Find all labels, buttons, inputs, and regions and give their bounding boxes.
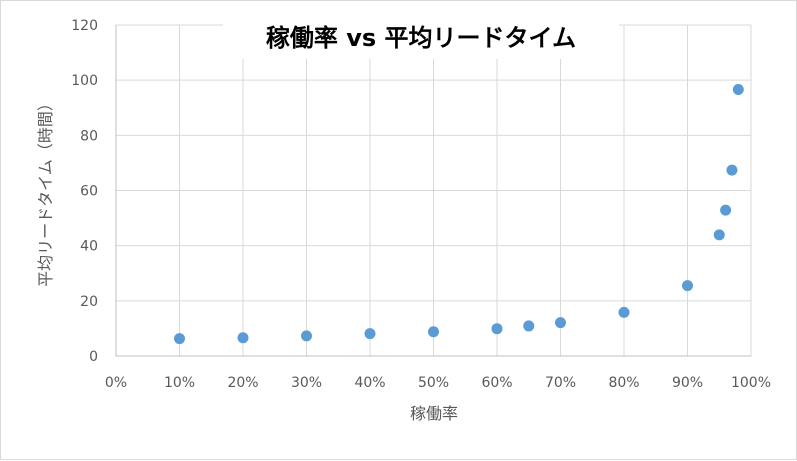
x-tick-label: 30% — [291, 375, 322, 391]
gridlines — [116, 24, 752, 356]
x-tick-label: 40% — [354, 375, 385, 391]
x-tick-label: 90% — [672, 375, 703, 391]
data-point — [174, 333, 185, 345]
x-tick-labels: 0% 10% 20% 30% 40% 50% 60% 70% 80% 90% 100% — [105, 375, 771, 391]
y-tick-labels: 0 20 40 60 80 100 120 — [71, 18, 98, 365]
data-point — [713, 229, 725, 241]
x-tick-label: 0% — [105, 375, 127, 391]
data-point — [732, 84, 744, 96]
data-point — [491, 323, 503, 335]
data-point — [618, 306, 630, 318]
data-point — [555, 317, 566, 329]
data-point — [301, 330, 312, 342]
y-tick-label: 20 — [80, 294, 98, 310]
y-tick-label: 120 — [71, 18, 98, 34]
data-point — [726, 164, 738, 176]
data-point — [523, 320, 535, 332]
axes — [115, 25, 751, 357]
y-tick-label: 0 — [89, 349, 98, 365]
x-tick-label: 10% — [164, 375, 195, 391]
x-tick-label: 70% — [545, 375, 576, 391]
chart-title-background — [223, 15, 619, 59]
data-point — [720, 204, 732, 216]
y-tick-label: 60 — [80, 184, 98, 200]
x-tick-label: 20% — [227, 375, 258, 391]
x-tick-label: 100% — [731, 375, 771, 391]
x-axis-label: 稼働率 — [410, 404, 458, 423]
y-axis-label: 平均リードタイム（時間） — [36, 95, 55, 287]
x-tick-label: 80% — [608, 375, 639, 391]
data-points — [174, 84, 744, 345]
y-tick-label: 100 — [71, 73, 98, 89]
data-point — [428, 326, 439, 338]
x-tick-label: 50% — [418, 375, 449, 391]
data-point — [364, 328, 376, 340]
data-point — [682, 280, 693, 292]
data-point — [237, 332, 249, 344]
chart-title: 稼働率 vs 平均リードタイム — [266, 24, 576, 52]
y-tick-label: 40 — [80, 239, 98, 255]
y-tick-label: 80 — [80, 128, 98, 144]
x-tick-label: 60% — [481, 375, 512, 391]
